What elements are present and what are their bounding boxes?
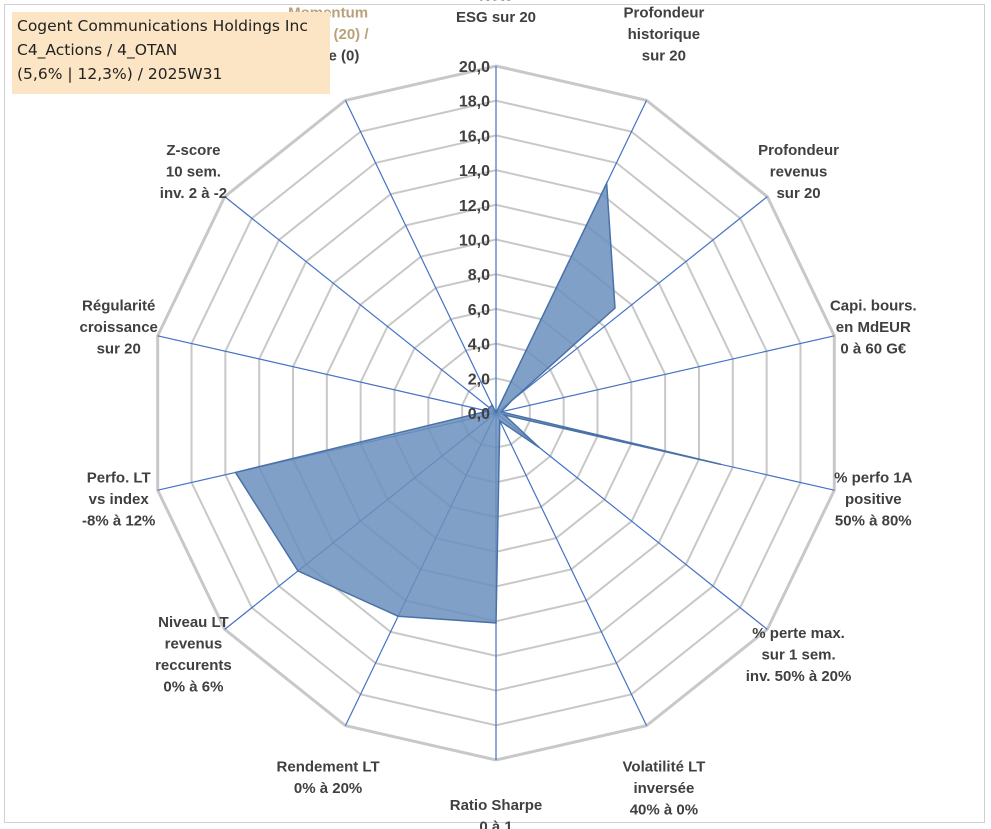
axis-label: Volatilité LT inversée 40% à 0%	[623, 759, 706, 819]
tick-label: 16,0	[459, 128, 490, 145]
classification: C4_Actions / 4_OTAN	[17, 41, 178, 59]
axis-label: Perfo. LT vs index -8% à 12%	[82, 470, 155, 530]
spoke-line	[157, 335, 497, 414]
tick-label: 4,0	[468, 337, 490, 354]
tick-label: 8,0	[468, 267, 490, 284]
chart-frame	[4, 4, 985, 823]
spoke-line	[344, 100, 497, 414]
axis-label: Profondeur historique sur 20	[623, 4, 704, 64]
spoke-line	[495, 412, 768, 630]
spoke-line	[495, 412, 648, 726]
axis-label: Profondeur revenus sur 20	[758, 142, 839, 202]
company-name: Cogent Communications Holdings Inc	[17, 17, 308, 35]
axis-label: Capi. bours. en MdEUR 0 à 60 G€	[830, 297, 917, 357]
tick-label: 12,0	[459, 198, 490, 215]
info-box: Cogent Communications Holdings Inc C4_Ac…	[12, 12, 330, 94]
axis-label: NoteESG sur 20	[456, 0, 536, 26]
axis-label: Rendement LT 0% à 20%	[277, 759, 380, 798]
axis-label: Niveau LT revenus reccurents 0% à 6%	[155, 614, 232, 696]
axis-label: Ratio Sharpe 0 à 1	[450, 797, 543, 829]
spoke-line	[495, 196, 768, 414]
tick-label: 18,0	[459, 94, 490, 111]
axis-label: Régularité croissance sur 20	[80, 297, 158, 357]
axis-label: Z-score 10 sem. inv. 2 à -2	[160, 142, 227, 202]
stats: (5,6% | 12,3%) / 2025W31	[17, 65, 223, 83]
tick-label: 10,0	[459, 233, 490, 250]
data-series-area	[234, 180, 722, 624]
axis-label: % perte max. sur 1 sem. inv. 50% à 20%	[746, 625, 852, 685]
tick-label: 2,0	[468, 371, 490, 388]
tick-label: 0,0	[468, 406, 490, 423]
spoke-line	[224, 196, 497, 414]
axis-label: % perfo 1A positive 50% à 80%	[834, 470, 913, 530]
tick-label: 6,0	[468, 302, 490, 319]
tick-label: 14,0	[459, 163, 490, 180]
spoke-line	[495, 335, 835, 414]
tick-label: 20,0	[459, 59, 490, 76]
